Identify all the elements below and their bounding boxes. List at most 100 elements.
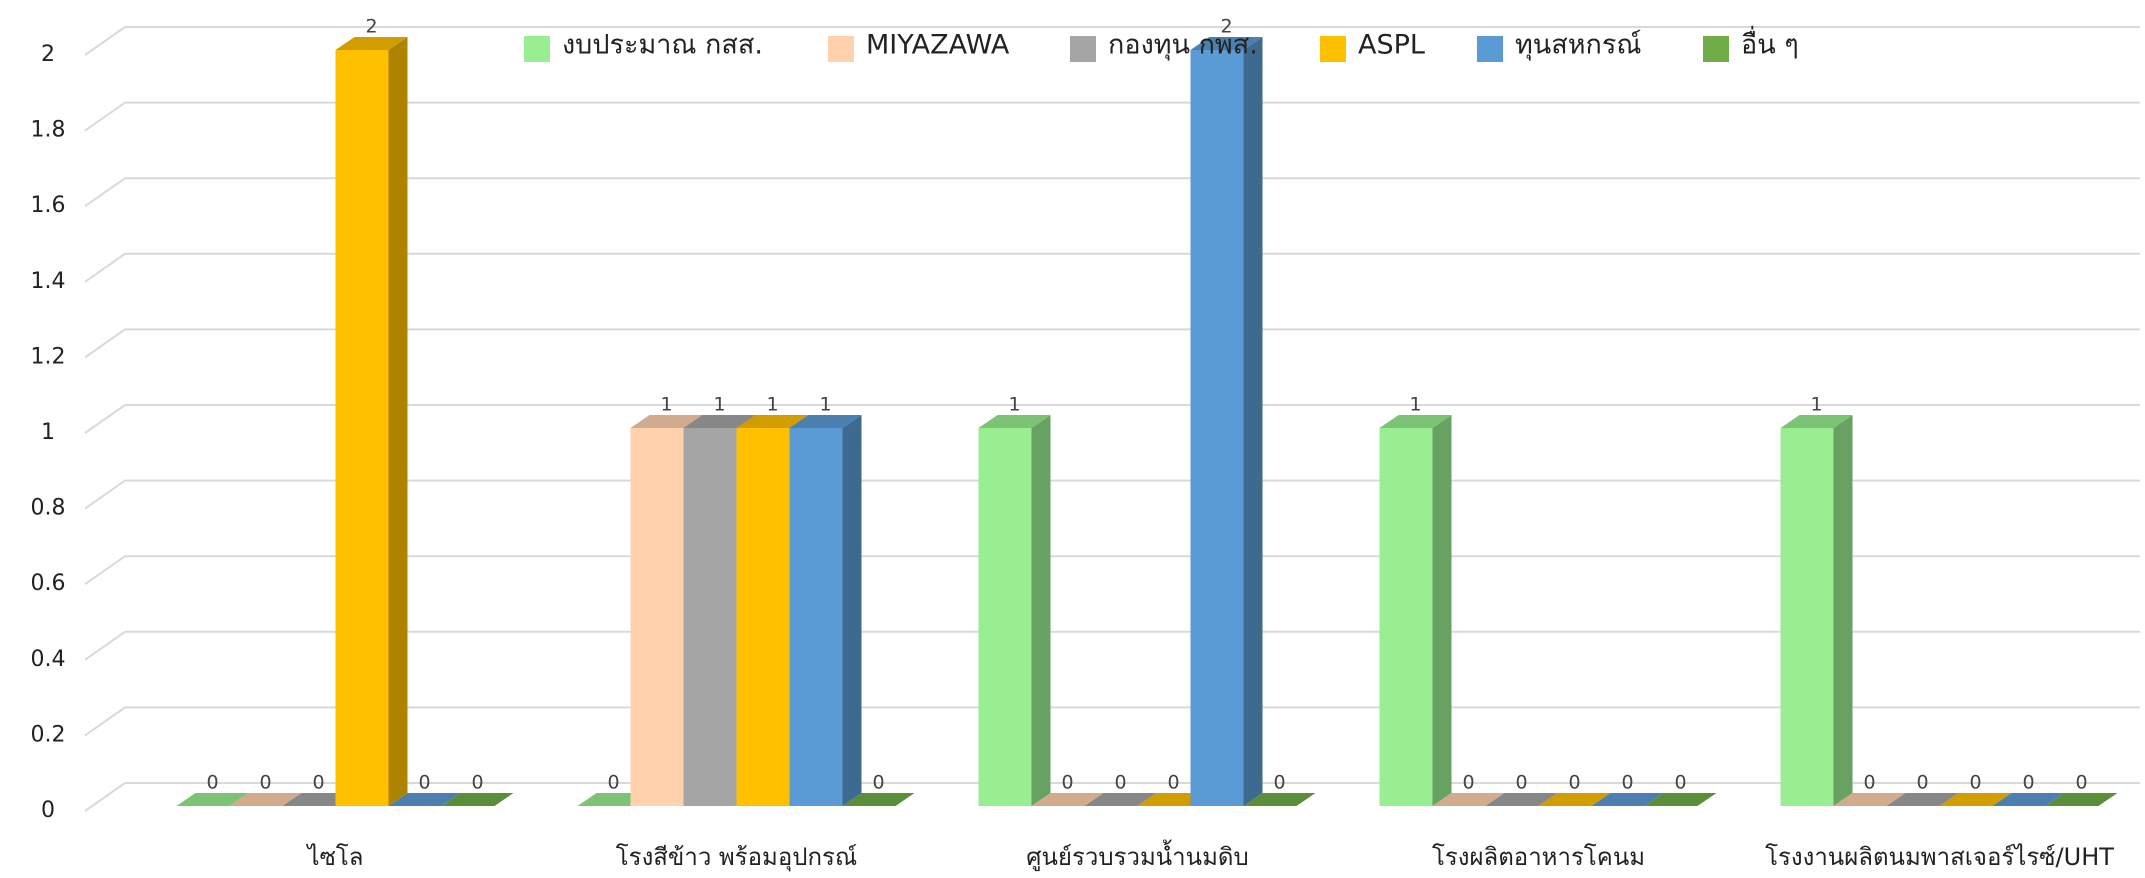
grid-line (84, 555, 2140, 586)
value-label: 0 (1916, 772, 1928, 794)
bar (736, 428, 790, 806)
value-label: 0 (206, 772, 218, 794)
bar (789, 428, 843, 806)
grid-line (84, 479, 2140, 510)
legend-label: กองทุน กพส. (1108, 30, 1258, 62)
x-tick-label: ไซโล (306, 843, 364, 871)
bar-top (1833, 793, 1906, 806)
bar-top (842, 793, 915, 806)
grid-line (84, 630, 2140, 661)
value-label: 2 (365, 16, 377, 38)
x-tick-label: โรงสีข้าว พร้อมอุปกรณ์ (616, 843, 857, 872)
bar-top (1644, 793, 1717, 806)
value-label: 0 (1273, 772, 1285, 794)
bar-top (789, 415, 862, 428)
grid-line (84, 404, 2140, 434)
y-tick-label: 2 (41, 42, 55, 67)
bar-top (1939, 793, 2012, 806)
value-label: 0 (1969, 772, 1981, 794)
bar-top (1780, 415, 1853, 428)
legend-swatch (828, 36, 854, 62)
bar-top (630, 415, 703, 428)
bar-top (335, 37, 408, 50)
bar-top (1485, 793, 1558, 806)
grid-line (84, 328, 2140, 359)
value-label: 0 (1061, 772, 1073, 794)
grid-line (84, 26, 2140, 56)
y-tick-label: 1.8 (31, 118, 66, 143)
value-label: 0 (1114, 772, 1126, 794)
value-label: 0 (1621, 772, 1633, 794)
bar-top (978, 415, 1051, 428)
legend-label: อื่น ๆ (1741, 26, 1799, 61)
bar (1190, 50, 1244, 806)
legend-swatch (1477, 36, 1503, 62)
y-tick-label: 0.2 (31, 722, 66, 747)
x-tick-label: โรงผลิตอาหารโคนม (1432, 843, 1645, 871)
bar-top (1886, 793, 1959, 806)
y-tick-label: 1.2 (31, 344, 66, 369)
value-label: 0 (1462, 772, 1474, 794)
bar (978, 428, 1032, 806)
bar-top (1031, 793, 1104, 806)
legend-swatch (524, 36, 550, 62)
bar-side (842, 415, 862, 806)
value-label: 0 (418, 772, 430, 794)
bar-top (736, 415, 809, 428)
x-tick-label: โรงงานผลิตนมพาสเจอร์ไรซ์/UHT (1765, 843, 2114, 871)
y-tick-label: 0 (41, 798, 55, 823)
value-label: 0 (2075, 772, 2087, 794)
bar-top (1432, 793, 1505, 806)
bar (335, 50, 389, 806)
grid-line (84, 177, 2140, 208)
grid-line (84, 252, 2140, 283)
legend-swatch (1070, 36, 1096, 62)
legend-label: ASPL (1358, 30, 1425, 61)
value-label: 0 (471, 772, 483, 794)
bar-side (1243, 37, 1263, 806)
bar-side (1031, 415, 1051, 806)
value-label: 0 (1568, 772, 1580, 794)
bar (683, 428, 737, 806)
bar-top (229, 793, 302, 806)
value-label: 1 (713, 394, 725, 416)
value-label: 0 (1674, 772, 1686, 794)
value-label: 1 (1409, 394, 1421, 416)
value-label: 0 (1515, 772, 1527, 794)
y-tick-label: 1 (41, 420, 55, 445)
value-label: 0 (607, 772, 619, 794)
legend-swatch (1703, 36, 1729, 62)
bar-top (1190, 37, 1263, 50)
value-label: 1 (660, 394, 672, 416)
bar-side (388, 37, 408, 806)
bar-top (1538, 793, 1611, 806)
bar-top (1084, 793, 1157, 806)
value-label: 0 (1167, 772, 1179, 794)
y-tick-label: 0.8 (31, 496, 66, 521)
value-label: 0 (312, 772, 324, 794)
y-tick-label: 1.4 (31, 269, 66, 294)
bar (630, 428, 684, 806)
grid-line (84, 782, 2140, 812)
legend-label: MIYAZAWA (866, 30, 1010, 61)
value-label: 1 (766, 394, 778, 416)
bar (1780, 428, 1834, 806)
bar-top (1379, 415, 1452, 428)
bar-top (683, 415, 756, 428)
value-label: 2 (1220, 16, 1232, 38)
bar-top (1243, 793, 1316, 806)
grid-line (84, 101, 2140, 132)
value-label: 1 (1810, 394, 1822, 416)
value-label: 0 (872, 772, 884, 794)
bar-top (1591, 793, 1664, 806)
value-label: 0 (1863, 772, 1875, 794)
value-label: 0 (259, 772, 271, 794)
bar-side (1432, 415, 1452, 806)
legend-swatch (1320, 36, 1346, 62)
x-tick-label: ศูนย์รวบรวมน้ำนมดิบ (1026, 839, 1248, 872)
bar (1379, 428, 1433, 806)
bar-side (1833, 415, 1853, 806)
bar-top (388, 793, 461, 806)
y-tick-label: 1.6 (31, 193, 66, 218)
